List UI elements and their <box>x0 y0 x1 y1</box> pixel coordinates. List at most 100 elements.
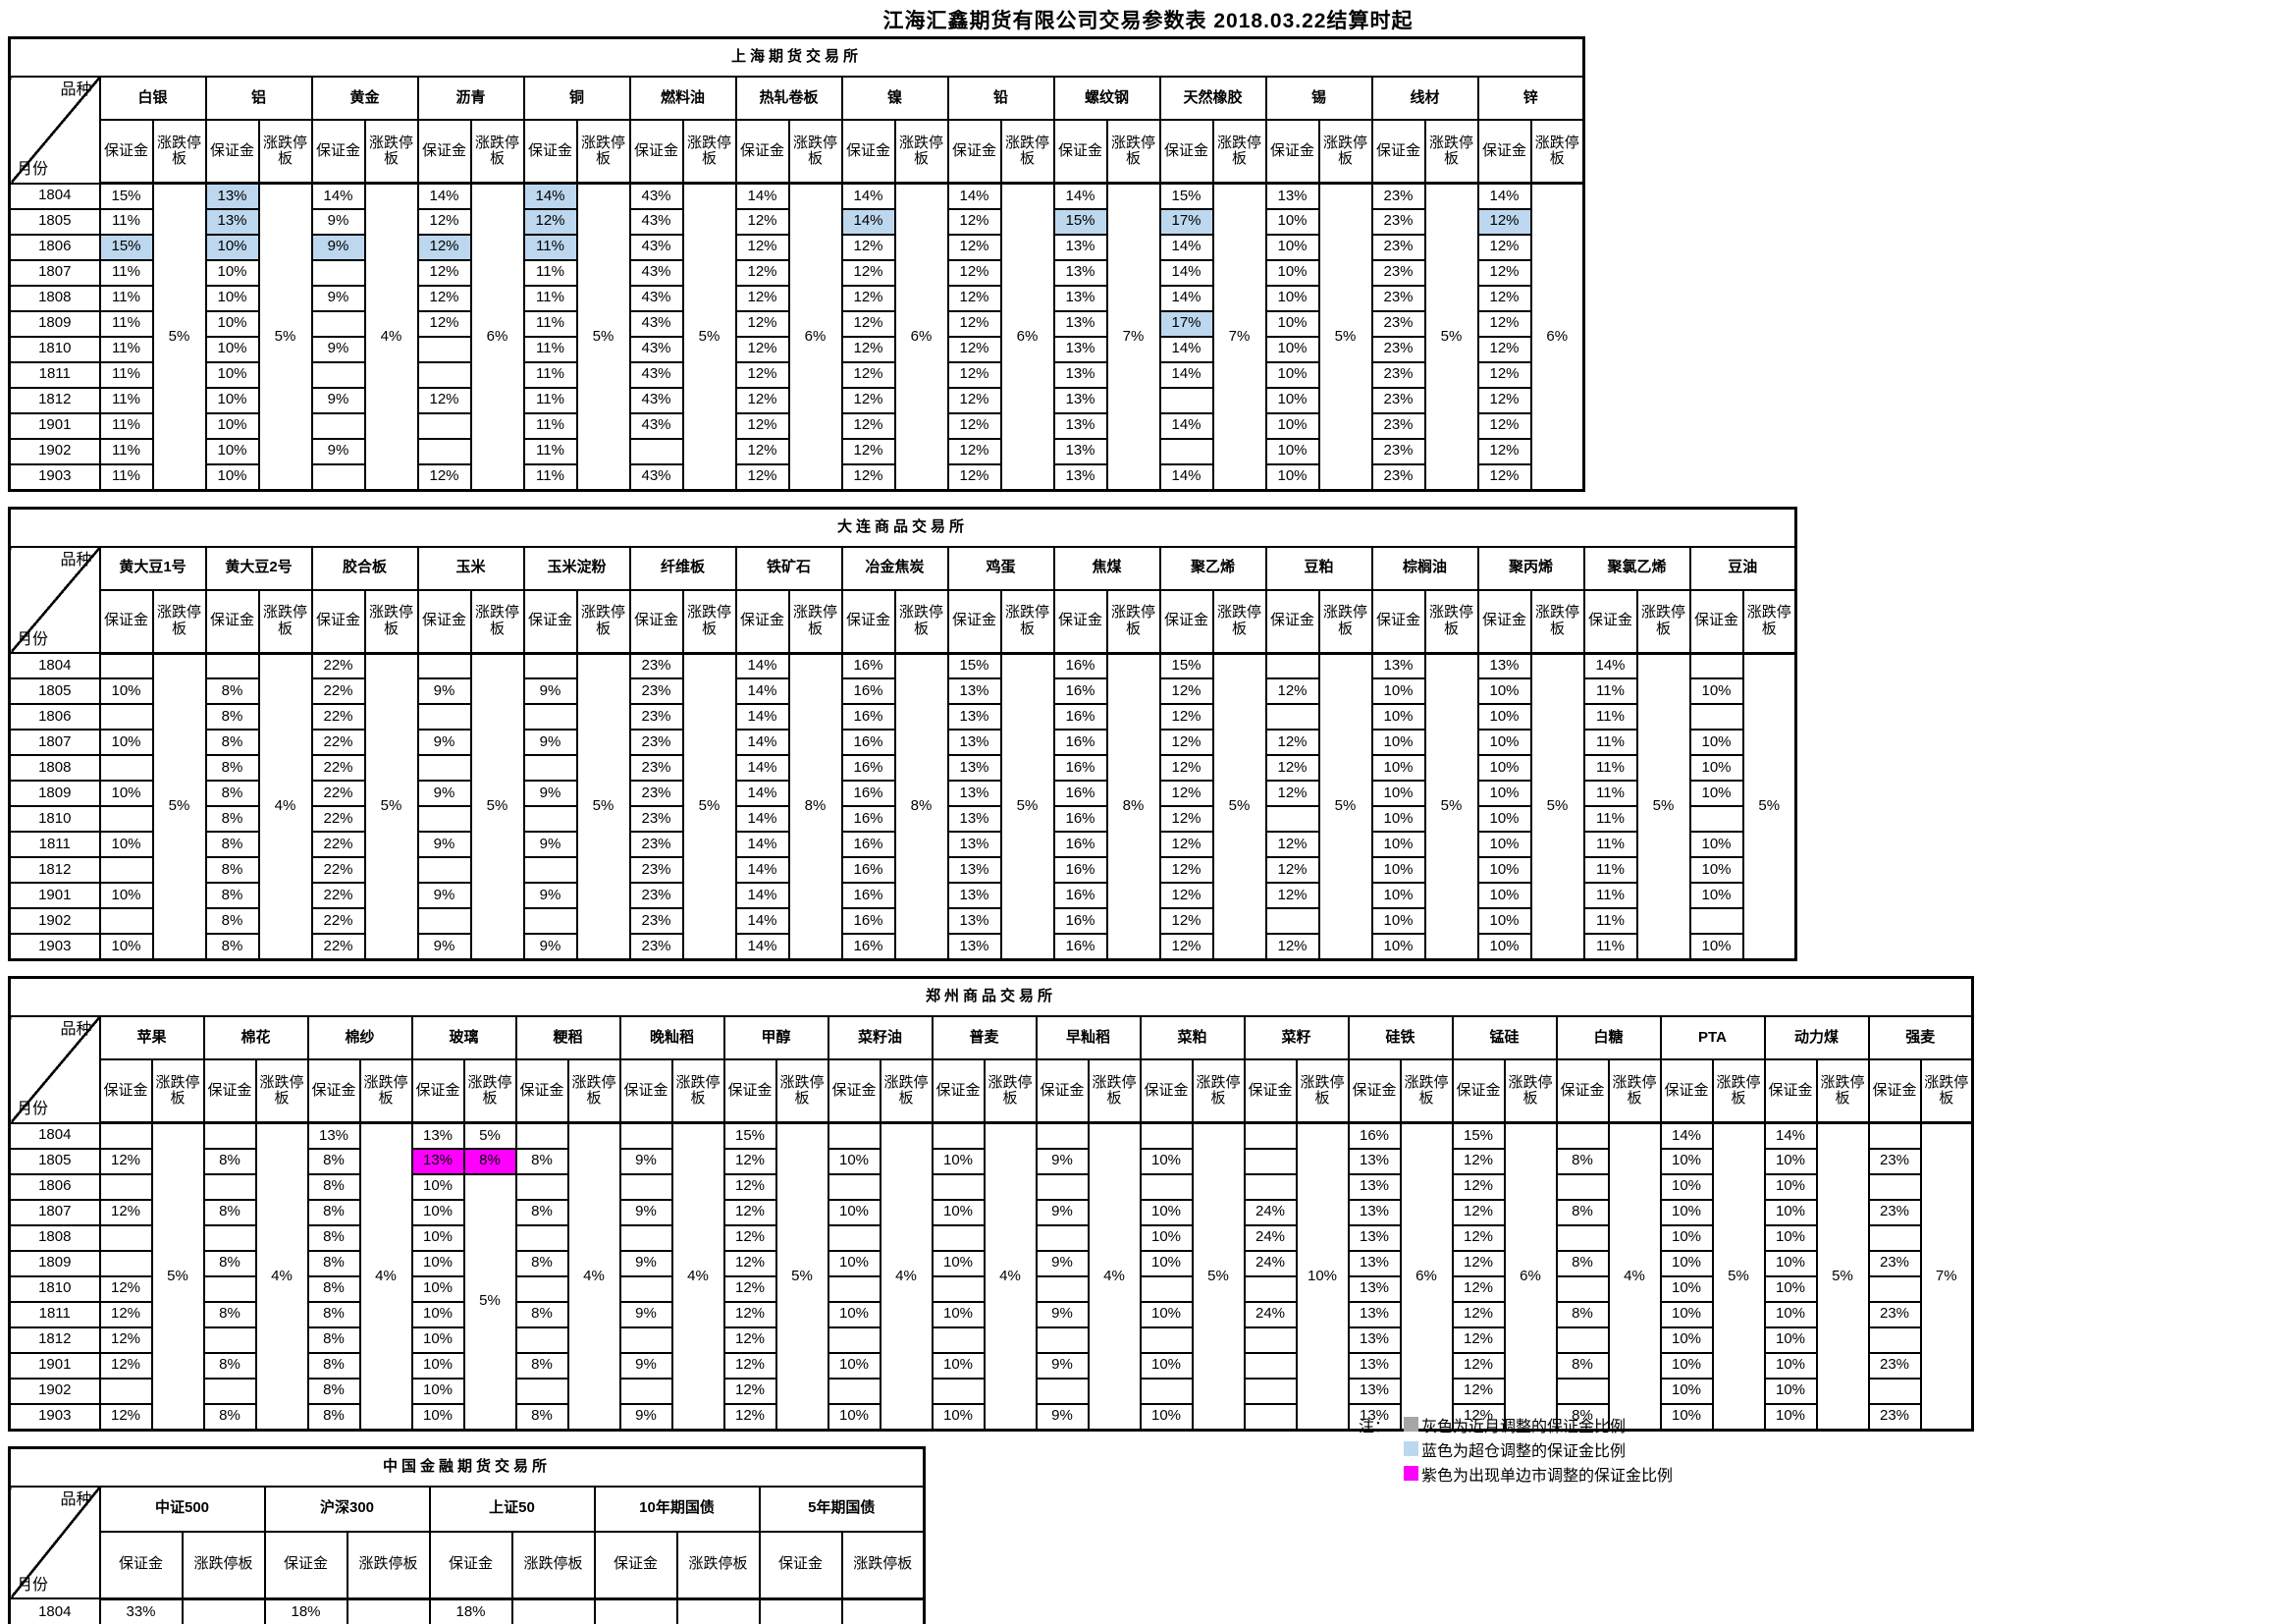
limit-cell: 4% <box>1607 1121 1662 1431</box>
limit-cell: 5% <box>151 182 207 491</box>
margin-cell <box>1158 437 1214 465</box>
legend-label: 灰色为近月调整的保证金比例 <box>1421 1418 1627 1435</box>
margin-cell: 10% <box>1763 1300 1818 1328</box>
subheader-limit: 涨跌停板 <box>1919 1058 1974 1124</box>
margin-cell: 23% <box>1370 309 1426 338</box>
margin-cell: 9% <box>522 831 578 858</box>
margin-cell: 14% <box>1763 1121 1818 1150</box>
margin-cell: 12% <box>98 1274 153 1303</box>
margin-cell: 16% <box>1052 729 1108 756</box>
margin-cell: 33% <box>98 1597 184 1624</box>
margin-cell: 12% <box>1476 335 1532 363</box>
month-cell: 1805 <box>8 677 101 705</box>
margin-cell: 14% <box>840 207 896 236</box>
margin-cell: 10% <box>1370 882 1426 909</box>
margin-cell: 11% <box>98 411 154 440</box>
limit-cell: 8% <box>462 1147 517 1175</box>
corner-label-variety: 品种 <box>60 1021 92 1038</box>
margin-cell: 8% <box>1555 1147 1610 1175</box>
legend-swatch-magenta <box>1404 1466 1418 1481</box>
margin-cell: 12% <box>98 1147 153 1175</box>
margin-cell <box>1555 1326 1610 1354</box>
margin-cell: 24% <box>1243 1300 1298 1328</box>
margin-cell: 12% <box>98 1351 153 1380</box>
margin-cell: 12% <box>722 1223 777 1252</box>
margin-cell: 10% <box>1264 335 1320 363</box>
subheader-margin: 保证金 <box>758 1530 843 1600</box>
margin-cell: 13% <box>1052 309 1108 338</box>
margin-cell <box>1867 1121 1922 1150</box>
margin-cell: 12% <box>946 437 1002 465</box>
margin-cell: 16% <box>1052 831 1108 858</box>
margin-cell: 11% <box>1582 856 1638 884</box>
margin-cell: 10% <box>827 1351 881 1380</box>
margin-cell: 23% <box>1370 335 1426 363</box>
margin-cell: 16% <box>840 677 896 705</box>
margin-cell: 13% <box>946 856 1002 884</box>
commodity-header: 铅 <box>946 76 1055 121</box>
limit-cell: 4% <box>1087 1121 1142 1431</box>
margin-cell: 9% <box>1035 1351 1090 1380</box>
margin-cell: 10% <box>1763 1351 1818 1380</box>
margin-cell: 11% <box>98 462 154 491</box>
commodity-header: 冶金焦炭 <box>840 545 949 591</box>
margin-cell: 16% <box>1052 805 1108 833</box>
margin-cell: 10% <box>1370 907 1426 935</box>
limit-cell: 6% <box>1529 182 1585 491</box>
margin-cell <box>1139 1274 1194 1303</box>
margin-cell: 14% <box>734 754 790 782</box>
margin-cell: 13% <box>1347 1172 1402 1201</box>
margin-cell: 13% <box>1052 386 1108 414</box>
margin-cell <box>1158 386 1214 414</box>
commodity-header: 玉米淀粉 <box>522 545 631 591</box>
limit-cell: 5% <box>462 1172 517 1431</box>
margin-cell <box>1264 652 1320 679</box>
margin-cell: 10% <box>204 411 260 440</box>
subheader-limit: 涨跌停板 <box>670 1058 725 1124</box>
margin-cell: 11% <box>1582 677 1638 705</box>
commodity-header: 早籼稻 <box>1035 1015 1142 1060</box>
corner-cell: 品种 月份 <box>8 1015 101 1124</box>
margin-cell <box>416 805 472 833</box>
margin-cell <box>98 754 154 782</box>
limit-cell: 4% <box>879 1121 934 1431</box>
margin-cell: 14% <box>734 933 790 961</box>
margin-cell: 10% <box>827 1402 881 1431</box>
exchange-table-shfe: 上海期货交易所 品种 月份 白银铝黄金 沥青铜燃料油 热轧卷板镍铅螺纹钢 天然橡胶锡线材锌保… <box>8 36 1585 492</box>
margin-cell <box>202 1274 257 1303</box>
subheader-margin: 保证金 <box>1139 1058 1194 1124</box>
exchange-table-cffex: 中国金融期货交易所 品种 月份 中证500 沪深300 上证50 10年期国债 5年期国债 保证… <box>8 1445 926 1624</box>
margin-cell: 10% <box>204 309 260 338</box>
margin-cell: 23% <box>628 882 684 909</box>
margin-cell <box>1035 1172 1090 1201</box>
margin-cell <box>416 907 472 935</box>
margin-cell: 12% <box>1158 831 1214 858</box>
margin-cell: 13% <box>1052 335 1108 363</box>
margin-cell: 10% <box>1659 1351 1714 1380</box>
margin-cell <box>514 1274 569 1303</box>
margin-cell: 12% <box>416 386 472 414</box>
margin-cell: 9% <box>310 335 366 363</box>
margin-cell: 10% <box>98 933 154 961</box>
subheader-limit: 涨跌停板 <box>893 119 949 185</box>
subheader-limit: 涨跌停板 <box>1317 588 1373 655</box>
margin-cell: 12% <box>722 1351 777 1380</box>
margin-cell <box>522 856 578 884</box>
legend-swatch-blue <box>1404 1441 1418 1456</box>
commodity-header: 黄金 <box>310 76 419 121</box>
margin-cell: 12% <box>1451 1147 1506 1175</box>
margin-cell: 8% <box>306 1326 361 1354</box>
margin-cell: 14% <box>1476 182 1532 210</box>
margin-cell: 13% <box>1347 1377 1402 1405</box>
margin-cell: 10% <box>1688 780 1744 807</box>
subheader-margin: 保证金 <box>931 1058 986 1124</box>
margin-cell: 8% <box>514 1198 569 1226</box>
margin-cell: 13% <box>1347 1223 1402 1252</box>
margin-cell: 12% <box>1158 677 1214 705</box>
subheader-margin: 保证金 <box>514 1058 569 1124</box>
margin-cell: 12% <box>1451 1377 1506 1405</box>
month-cell: 1901 <box>8 411 101 440</box>
margin-cell: 8% <box>306 1402 361 1431</box>
margin-cell: 10% <box>1264 284 1320 312</box>
